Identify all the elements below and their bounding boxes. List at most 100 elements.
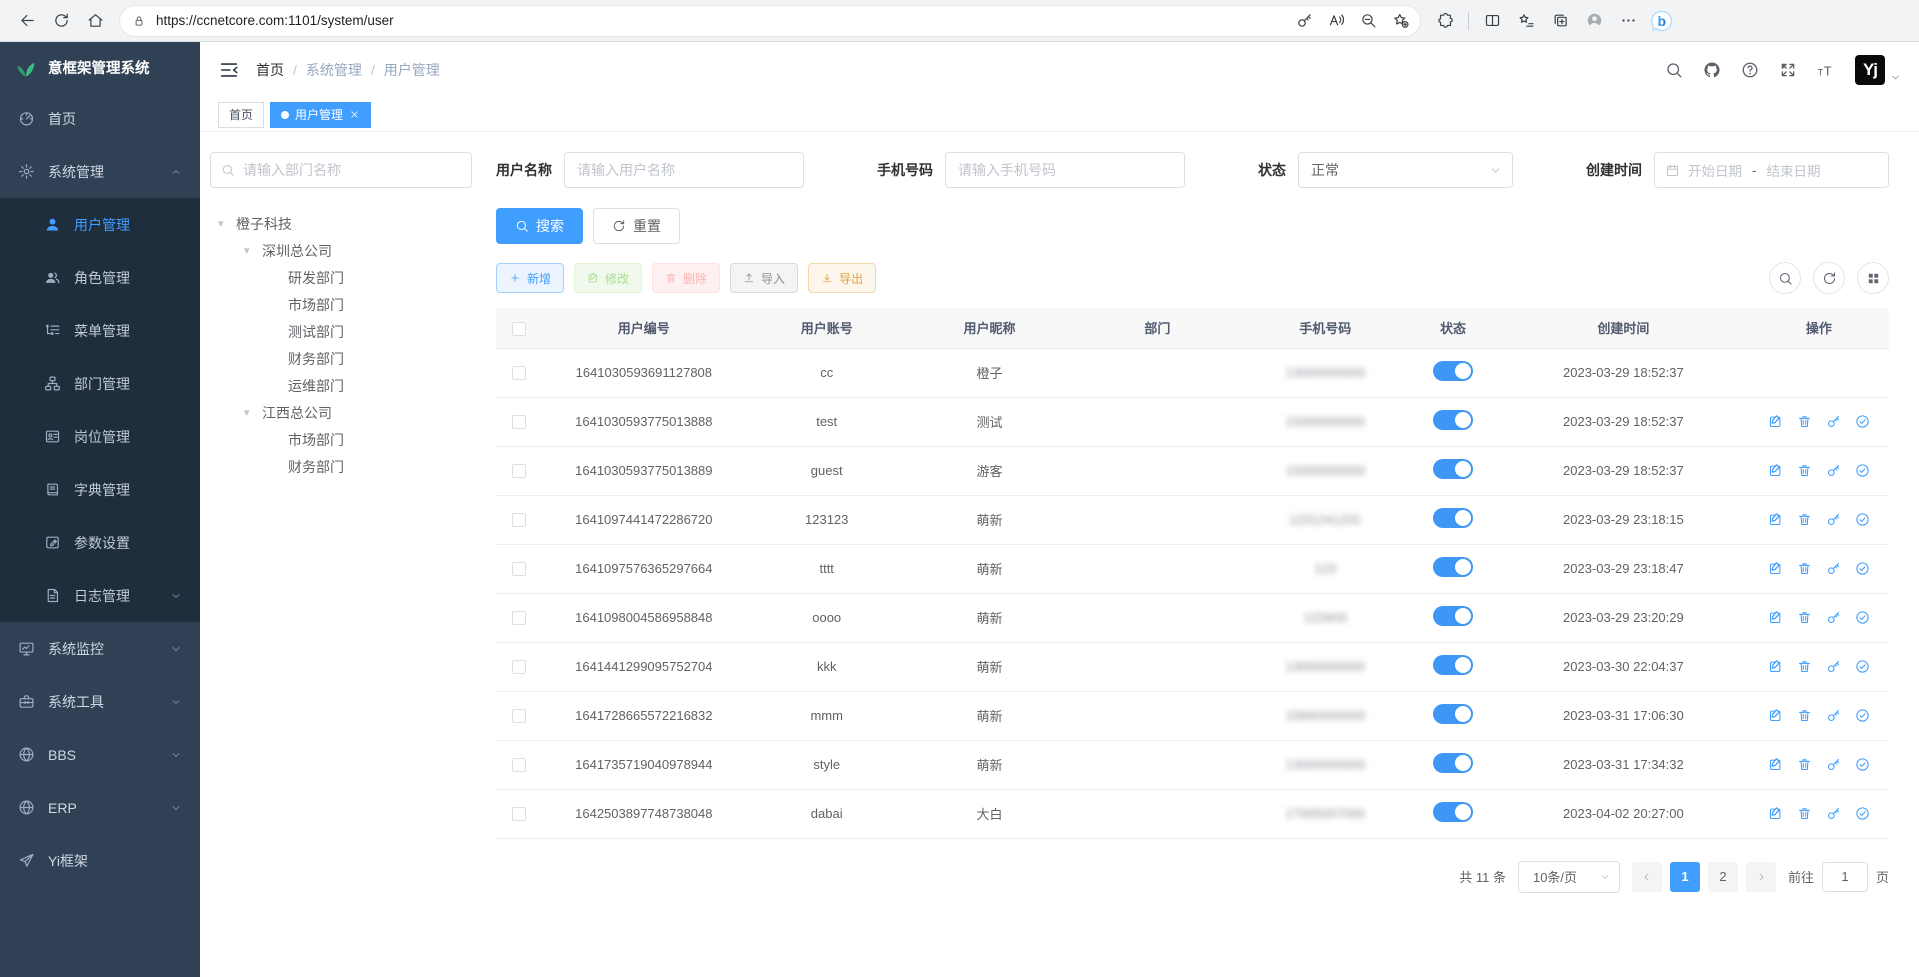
status-toggle[interactable] [1433,508,1474,528]
page-button[interactable]: 2 [1707,861,1738,892]
tree-node[interactable]: 财务部门 [288,350,344,367]
prev-page-button[interactable] [1631,861,1662,892]
column-settings-button[interactable] [1857,262,1889,294]
date-range-picker[interactable]: 开始日期 - 结束日期 [1654,152,1889,188]
reset-password-icon[interactable] [1826,708,1841,723]
sidebar-item[interactable]: 系统管理 [0,145,200,198]
tree-node[interactable]: 测试部门 [288,323,344,340]
row-checkbox[interactable] [511,709,526,724]
edit-icon[interactable] [1768,561,1783,576]
star-plus-button[interactable] [1386,7,1414,35]
tree-node[interactable]: ▾ 江西总公司 [244,404,332,421]
search-button[interactable]: 搜索 [496,208,583,244]
assign-role-icon[interactable] [1855,708,1870,723]
split-button[interactable] [1477,6,1507,36]
sidebar-item[interactable]: 首页 [0,92,200,145]
sidebar-item[interactable]: BBS [0,728,200,781]
delete-icon[interactable] [1797,806,1812,821]
delete-icon[interactable] [1797,414,1812,429]
toggle-search-button[interactable] [1769,262,1801,294]
assign-role-icon[interactable] [1855,463,1870,478]
question-icon[interactable] [1741,61,1759,79]
delete-icon[interactable] [1797,512,1812,527]
user-menu[interactable]: Yj [1855,55,1901,85]
assign-role-icon[interactable] [1855,757,1870,772]
address-bar[interactable]: https://ccnetcore.com:1101/system/user [120,5,1420,36]
status-toggle[interactable] [1433,361,1474,381]
status-toggle[interactable] [1433,753,1474,773]
tree-node[interactable]: 研发部门 [288,269,344,286]
tab-home[interactable]: 首页 [218,101,265,128]
status-select[interactable]: 正常 [1298,152,1513,188]
tree-node[interactable]: 市场部门 [288,296,344,313]
browser-home-button[interactable] [80,6,110,36]
edit-icon[interactable] [1768,512,1783,527]
assign-role-icon[interactable] [1855,610,1870,625]
app-logo[interactable]: 意框架管理系统 [0,42,200,92]
delete-icon[interactable] [1797,757,1812,772]
row-checkbox[interactable] [511,660,526,675]
delete-icon[interactable] [1797,561,1812,576]
github-icon[interactable] [1703,61,1721,79]
sidebar-item[interactable]: ERP [0,781,200,834]
goto-page-input[interactable] [1821,861,1868,892]
dept-search-input[interactable] [243,162,461,178]
sidebar-item[interactable]: 用户管理 [0,198,200,251]
row-checkbox[interactable] [511,464,526,479]
assign-role-icon[interactable] [1855,414,1870,429]
assign-role-icon[interactable] [1855,512,1870,527]
breadcrumb-home[interactable]: 首页 [256,62,284,78]
browser-refresh-button[interactable] [46,6,76,36]
select-all-checkbox[interactable] [511,321,526,336]
edit-button[interactable]: 修改 [574,263,643,293]
sidebar-item[interactable]: 岗位管理 [0,410,200,463]
add-button[interactable]: 新增 [496,263,565,293]
delete-icon[interactable] [1797,463,1812,478]
fav-bar-button[interactable] [1511,6,1541,36]
tree-expand-icon[interactable]: ▾ [218,218,224,230]
username-input[interactable] [564,152,804,188]
assign-role-icon[interactable] [1855,561,1870,576]
assign-role-icon[interactable] [1855,659,1870,674]
row-checkbox[interactable] [511,513,526,528]
key-button[interactable] [1290,7,1318,35]
delete-button[interactable]: 删除 [652,263,721,293]
extensions-button[interactable] [1430,6,1460,36]
edit-icon[interactable] [1768,806,1783,821]
fullscreen-icon[interactable] [1779,61,1797,79]
edit-icon[interactable] [1768,414,1783,429]
reset-button[interactable]: 重置 [593,208,680,244]
delete-icon[interactable] [1797,708,1812,723]
status-toggle[interactable] [1433,557,1474,577]
export-button[interactable]: 导出 [808,263,877,293]
reset-password-icon[interactable] [1826,757,1841,772]
row-checkbox[interactable] [511,758,526,773]
page-size-select[interactable]: 10条/页 [1517,860,1620,893]
sidebar-item[interactable]: Yi框架 [0,834,200,887]
reset-password-icon[interactable] [1826,512,1841,527]
tree-node[interactable]: ▾ 橙子科技 [218,215,292,232]
status-toggle[interactable] [1433,655,1474,675]
status-toggle[interactable] [1433,459,1474,479]
browser-back-button[interactable] [12,6,42,36]
edit-icon[interactable] [1768,757,1783,772]
status-toggle[interactable] [1433,606,1474,626]
copilot-button[interactable]: b [1647,6,1677,36]
sidebar-item[interactable]: 日志管理 [0,569,200,622]
more-button[interactable] [1613,6,1643,36]
row-checkbox[interactable] [511,611,526,626]
search-icon[interactable] [1665,61,1683,79]
row-checkbox[interactable] [511,415,526,430]
phone-input[interactable] [945,152,1185,188]
tree-expand-icon[interactable]: ▾ [244,245,250,257]
refresh-table-button[interactable] [1813,262,1845,294]
sidebar-item[interactable]: 字典管理 [0,463,200,516]
collections-button[interactable] [1545,6,1575,36]
reset-password-icon[interactable] [1826,659,1841,674]
next-page-button[interactable] [1745,861,1776,892]
sidebar-item[interactable]: 系统监控 [0,622,200,675]
edit-icon[interactable] [1768,659,1783,674]
reset-password-icon[interactable] [1826,463,1841,478]
reset-password-icon[interactable] [1826,561,1841,576]
